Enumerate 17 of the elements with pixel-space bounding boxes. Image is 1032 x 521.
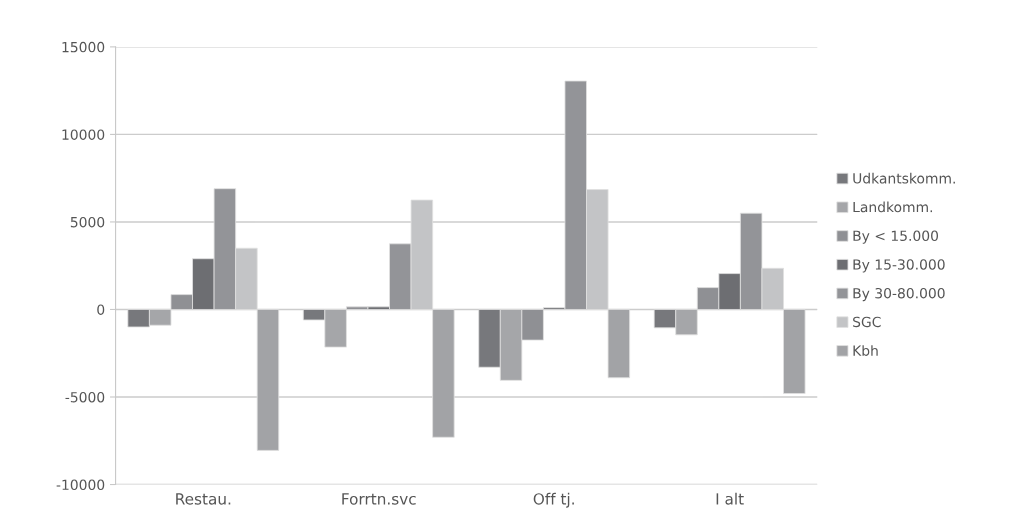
legend-label: By 15-30.000 [853, 259, 945, 273]
x-tick-label: Forrtn.svc [342, 493, 416, 505]
x-tick-label: I alt [716, 492, 744, 505]
legend-label: SGC [853, 316, 881, 328]
y-tick-label: 10000 [62, 129, 105, 140]
legend-label: Landkomm. [853, 201, 933, 213]
legend-label: Udkantskomm. [853, 172, 955, 184]
y-tick-label: 0 [97, 304, 105, 315]
legend-label: By 30-80.000 [853, 287, 945, 302]
legend-label: By < 15.000 [853, 230, 939, 244]
y-tick-label: -5000 [65, 391, 105, 403]
x-tick-label: Restau. [176, 493, 231, 505]
legend-label: Kbh [853, 345, 878, 356]
y-tick-label: 5000 [70, 216, 105, 228]
y-tick-label: 15000 [62, 41, 105, 53]
x-tick-label: Off tj. [533, 492, 574, 508]
y-tick-label: -10000 [56, 479, 105, 490]
